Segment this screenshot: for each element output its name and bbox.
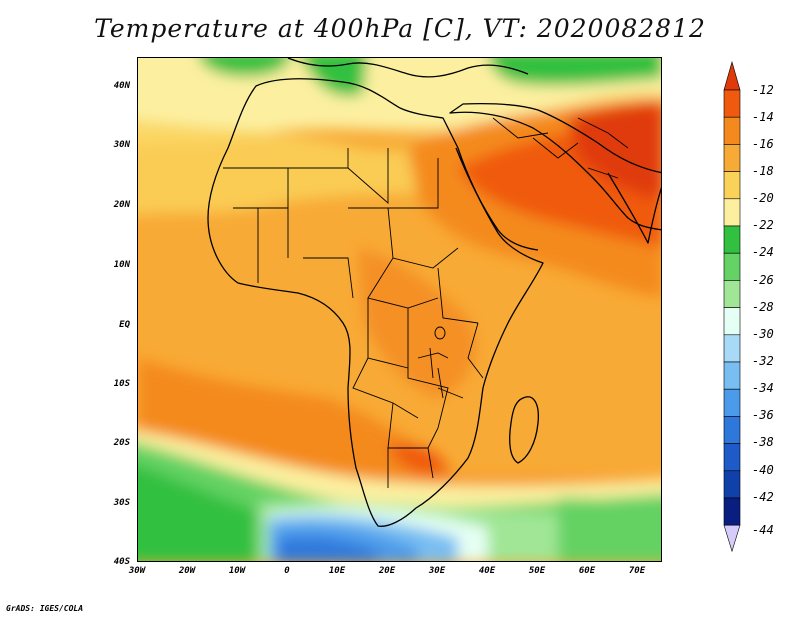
lon-tick-label: 0 bbox=[284, 566, 290, 576]
colorbar-segment bbox=[723, 416, 741, 444]
lat-tick-label: 10S bbox=[113, 379, 130, 389]
patch-green-nw bbox=[200, 58, 290, 77]
lon-tick-label: 60E bbox=[578, 566, 596, 576]
country-borders bbox=[223, 117, 629, 488]
lon-tick-label: 20W bbox=[178, 566, 196, 576]
lat-tick-label: 30S bbox=[113, 498, 130, 508]
mediterranean-north bbox=[287, 58, 529, 78]
lon-tick-label: 40E bbox=[478, 566, 496, 576]
colorbar-label: -12 bbox=[752, 83, 774, 97]
plot-title: Temperature at 400hPa [C], VT: 202008281… bbox=[94, 14, 706, 43]
lat-tick-label: 40N bbox=[113, 81, 130, 91]
lat-tick-label: 20S bbox=[113, 438, 130, 448]
red-sea bbox=[455, 147, 539, 251]
colorbar-segment bbox=[723, 89, 741, 118]
hot-south bbox=[388, 444, 448, 474]
lat-tick-label: 20N bbox=[113, 200, 130, 210]
colorbar-segment bbox=[723, 116, 741, 145]
coastlines bbox=[207, 58, 661, 527]
lat-tick-label: 30N bbox=[113, 140, 130, 150]
colorbar-label: -30 bbox=[752, 327, 774, 341]
colorbar-label: -38 bbox=[752, 435, 774, 449]
lat-tick-label: EQ bbox=[119, 320, 130, 330]
colorbar-label: -40 bbox=[752, 463, 774, 477]
colorbar-label: -34 bbox=[752, 381, 774, 395]
madagascar-coastline bbox=[509, 396, 539, 464]
arabia-coastline bbox=[449, 103, 661, 231]
map-panel bbox=[137, 57, 662, 562]
colorbar-label: -26 bbox=[752, 273, 774, 287]
colorbar-segment bbox=[723, 280, 741, 308]
lat-tick-label: 10N bbox=[113, 260, 130, 270]
india-coastline bbox=[607, 172, 661, 244]
colorbar-label: -44 bbox=[752, 523, 774, 537]
colorbar-arrow-bottom bbox=[723, 524, 741, 553]
colorbar-segment bbox=[723, 497, 741, 526]
colorbar-segment bbox=[723, 307, 741, 336]
patch-green-ne bbox=[489, 58, 661, 86]
colorbar-segment bbox=[723, 388, 741, 417]
colorbar-label: -18 bbox=[752, 164, 774, 178]
colorbar-label: -36 bbox=[752, 408, 774, 422]
colorbar-segment bbox=[723, 198, 741, 227]
colorbar-segment bbox=[723, 144, 741, 172]
lat-tick-label: 40S bbox=[113, 557, 130, 567]
africa-coastline bbox=[207, 78, 544, 527]
temperature-field bbox=[138, 58, 661, 561]
warm-central bbox=[358, 248, 477, 398]
credit-text: GrADS: IGES/COLA bbox=[6, 604, 84, 613]
colorbar-segment bbox=[723, 171, 741, 200]
colorbar-label: -16 bbox=[752, 137, 774, 151]
colorbar-segment bbox=[723, 252, 741, 281]
colorbar-segment bbox=[723, 361, 741, 390]
colorbar-segment bbox=[723, 443, 741, 472]
colorbar-segment bbox=[723, 225, 741, 254]
colorbar-segment bbox=[723, 470, 741, 499]
colorbar-label: -14 bbox=[752, 110, 774, 124]
lon-tick-label: 50E bbox=[528, 566, 546, 576]
lon-tick-label: 10W bbox=[228, 566, 246, 576]
colorbar-label: -22 bbox=[752, 218, 774, 232]
colorbar-arrow-top bbox=[723, 60, 741, 91]
colorbar-segment bbox=[723, 334, 741, 363]
colorbar-label: -42 bbox=[752, 490, 774, 504]
lon-tick-label: 10E bbox=[328, 566, 346, 576]
lon-tick-label: 20E bbox=[378, 566, 396, 576]
temperature-map bbox=[138, 58, 661, 561]
lon-tick-label: 70E bbox=[628, 566, 646, 576]
colorbar-label: -24 bbox=[752, 245, 774, 259]
colorbar-label: -28 bbox=[752, 300, 774, 314]
colorbar-label: -20 bbox=[752, 191, 774, 205]
band-south-green3 bbox=[558, 498, 661, 561]
lon-tick-label: 30E bbox=[428, 566, 446, 576]
colorbar bbox=[723, 60, 741, 553]
lon-tick-label: 30W bbox=[128, 566, 146, 576]
colorbar-label: -32 bbox=[752, 354, 774, 368]
patch-green-n bbox=[302, 58, 367, 97]
hottest-ne bbox=[568, 103, 661, 198]
lakes bbox=[429, 326, 446, 399]
band-south-blue3 bbox=[278, 537, 378, 561]
